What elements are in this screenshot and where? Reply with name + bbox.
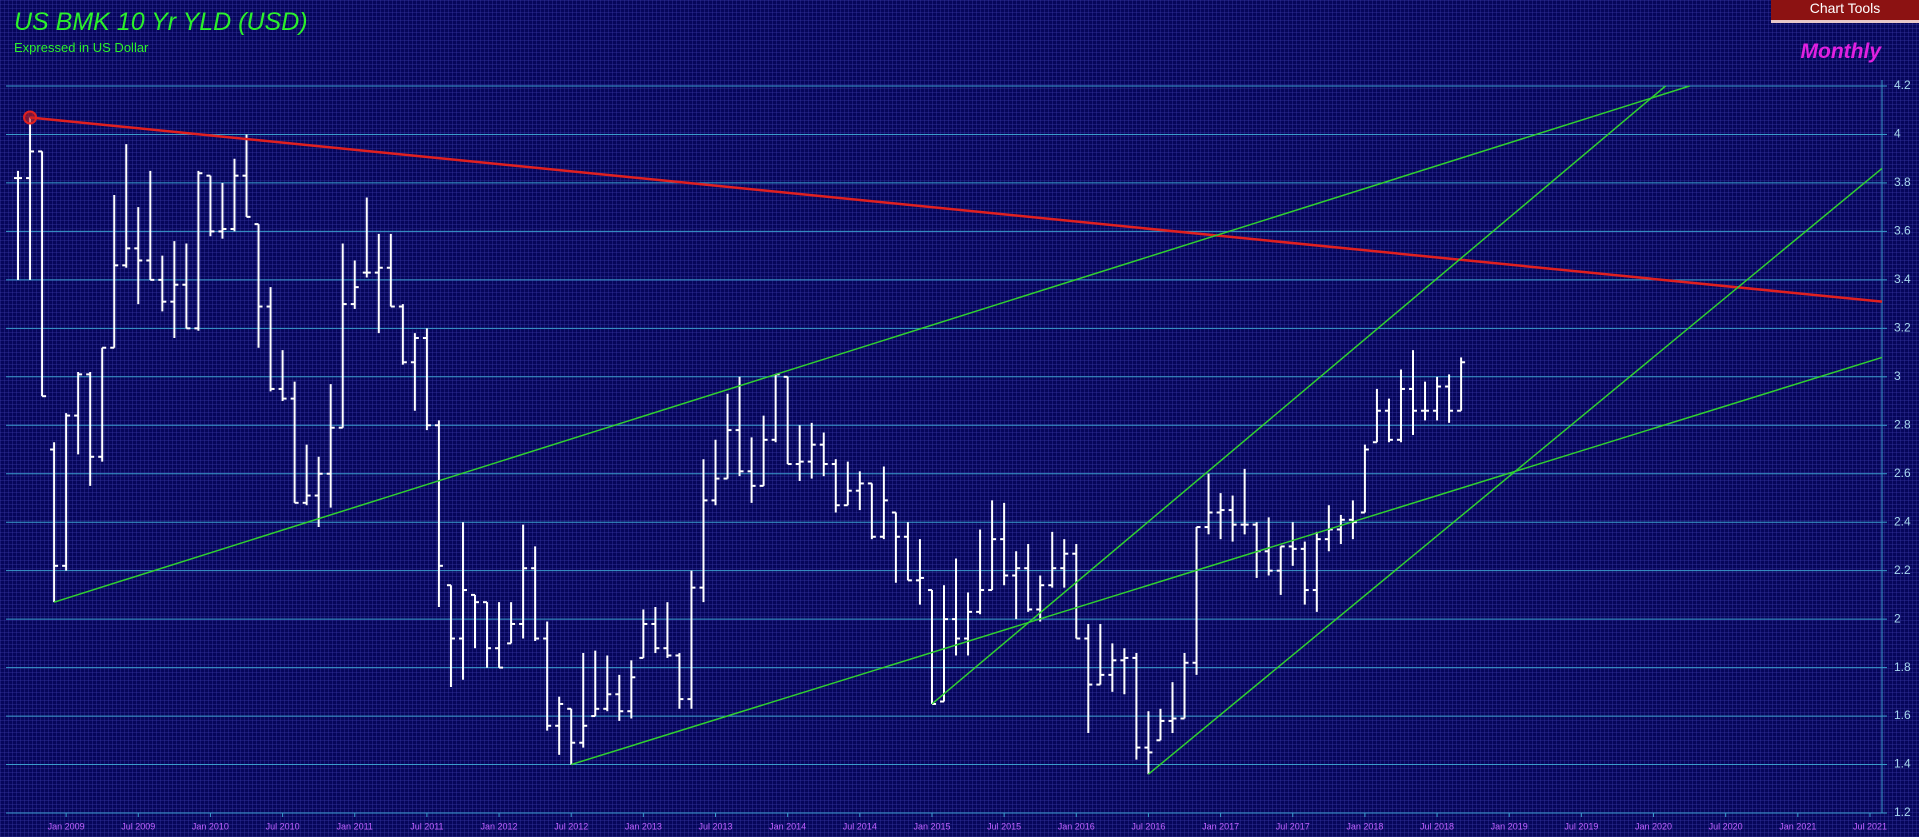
chart-title: US BMK 10 Yr YLD (USD) <box>14 8 308 36</box>
trend-line <box>570 356 1883 766</box>
trend-line <box>53 85 1690 603</box>
x-tick-label: Jan 2014 <box>769 821 806 831</box>
y-tick-label: 3.8 <box>1894 175 1911 189</box>
x-tick-label: Jan 2020 <box>1635 821 1672 831</box>
x-tick-label: Jul 2011 <box>410 821 443 831</box>
trend-anchor <box>23 110 38 125</box>
x-tick-label: Jul 2013 <box>698 821 732 831</box>
x-tick-label: Jan 2015 <box>913 821 950 831</box>
y-tick-label: 1.2 <box>1894 805 1911 819</box>
x-tick-label: Jul 2018 <box>1420 821 1454 831</box>
x-tick-label: Jul 2021 <box>1853 821 1887 831</box>
y-tick-label: 3.2 <box>1894 321 1911 335</box>
y-tick-label: 4.2 <box>1894 78 1911 92</box>
y-tick-label: 1.8 <box>1894 660 1911 674</box>
y-tick-label: 2.6 <box>1894 466 1911 480</box>
y-tick-label: 2.2 <box>1894 563 1911 577</box>
x-tick-label: Jul 2014 <box>843 821 877 831</box>
y-tick-label: 2 <box>1894 611 1901 625</box>
x-tick-label: Jan 2018 <box>1346 821 1383 831</box>
x-tick-label: Jul 2012 <box>554 821 588 831</box>
x-tick-label: Jan 2017 <box>1202 821 1239 831</box>
period-label: Monthly <box>1800 40 1881 63</box>
x-tick-label: Jan 2019 <box>1491 821 1528 831</box>
x-tick-label: Jan 2011 <box>337 821 373 831</box>
y-tick-label: 1.4 <box>1894 757 1911 771</box>
x-tick-label: Jan 2021 <box>1779 821 1816 831</box>
y-tick-label: 4 <box>1894 127 1901 141</box>
x-tick-label: Jan 2013 <box>625 821 662 831</box>
y-tick-label: 3.6 <box>1894 224 1911 238</box>
x-tick-label: Jul 2020 <box>1709 821 1743 831</box>
x-tick-label: Jan 2010 <box>192 821 229 831</box>
chart-tools-button[interactable]: Chart Tools <box>1771 0 1919 23</box>
x-tick-label: Jul 2015 <box>987 821 1021 831</box>
y-tick-label: 3 <box>1894 369 1901 383</box>
x-tick-label: Jul 2009 <box>121 821 155 831</box>
trend-line <box>1147 167 1883 775</box>
x-tick-label: Jul 2010 <box>266 821 300 831</box>
x-tick-label: Jul 2016 <box>1131 821 1165 831</box>
x-tick-label: Jan 2016 <box>1058 821 1095 831</box>
y-tick-label: 2.4 <box>1894 514 1911 528</box>
y-tick-label: 2.8 <box>1894 417 1911 431</box>
x-tick-label: Jul 2017 <box>1276 821 1310 831</box>
x-tick-label: Jan 2009 <box>48 821 85 831</box>
x-tick-label: Jan 2012 <box>481 821 518 831</box>
trend-line <box>931 85 1667 705</box>
trend-line <box>29 116 1883 303</box>
y-tick-label: 1.6 <box>1894 708 1911 722</box>
y-tick-label: 3.4 <box>1894 272 1911 286</box>
chart-subtitle: Expressed in US Dollar <box>14 40 149 55</box>
x-tick-label: Jul 2019 <box>1564 821 1598 831</box>
